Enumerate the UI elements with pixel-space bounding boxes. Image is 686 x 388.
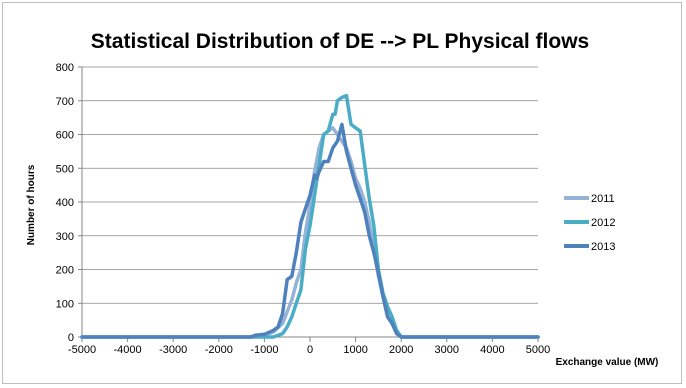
x-tick-label: -1000 xyxy=(250,344,278,356)
y-tick-label: 400 xyxy=(56,197,74,209)
y-tick-label: 100 xyxy=(56,298,74,310)
legend-label-2013: 2013 xyxy=(591,241,615,253)
x-tick-label: 1000 xyxy=(343,344,367,356)
x-tick-label: -5000 xyxy=(68,344,96,356)
x-tick-label: -2000 xyxy=(205,344,233,356)
chart-title: Statistical Distribution of DE --> PL Ph… xyxy=(91,30,589,53)
y-axis-label: Number of hours xyxy=(26,164,37,245)
y-tick-label: 800 xyxy=(56,62,74,74)
chart-frame xyxy=(2,2,682,384)
y-tick-label: 200 xyxy=(56,265,74,277)
legend: 2011 2012 2013 xyxy=(564,193,615,253)
series-line-2013 xyxy=(80,122,540,339)
x-tick-label: -3000 xyxy=(159,344,187,356)
x-tick-label: 4000 xyxy=(480,344,504,356)
legend-label-2012: 2012 xyxy=(591,217,615,229)
y-tick-label: 300 xyxy=(56,231,74,243)
y-tick-label: 0 xyxy=(68,332,74,344)
x-tick-labels: -5000 -4000 -3000 -2000 -1000 0 1000 2000 3000 40… xyxy=(68,344,550,356)
series-line-2012 xyxy=(80,93,540,339)
y-tick-label: 500 xyxy=(56,163,74,175)
x-tick-label: 3000 xyxy=(435,344,459,356)
y-tick-labels: 0 100 200 300 400 500 600 700 800 xyxy=(56,62,74,344)
y-tick-label: 700 xyxy=(56,96,74,108)
legend-label-2011: 2011 xyxy=(591,193,615,205)
x-tick-label: -4000 xyxy=(114,344,142,356)
series-lines xyxy=(80,93,540,339)
gridlines xyxy=(82,66,538,304)
x-tick-label: 0 xyxy=(307,344,313,356)
x-tick-label: 2000 xyxy=(389,344,413,356)
x-tick-label: 5000 xyxy=(526,344,550,356)
x-axis-label: Exchange value (MW) xyxy=(556,357,659,368)
y-tick-label: 600 xyxy=(56,130,74,142)
